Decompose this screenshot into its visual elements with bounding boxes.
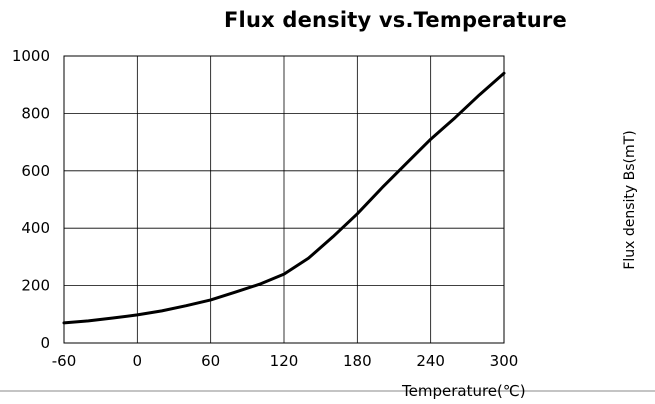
series-line [62,71,506,325]
y-tick-label: 1000 [12,47,50,65]
y-tick-label: 600 [21,162,50,180]
x-tick-label: 120 [270,352,299,370]
x-tick-label: -60 [52,352,77,370]
y-tick-label: 400 [21,219,50,237]
x-tick-label: 300 [490,352,519,370]
chart-title: Flux density vs.Temperature [224,8,567,32]
y-axis-label: Flux density Bs(mT) [622,130,638,270]
x-tick-label: 240 [416,352,445,370]
y-tick-label: 0 [40,334,50,352]
x-axis-label: Temperature(℃) [402,382,526,400]
x-tick-label: 60 [201,352,220,370]
x-tick-label: 0 [133,352,143,370]
x-tick-label: 180 [343,352,372,370]
y-tick-label: 200 [21,277,50,295]
y-tick-label: 800 [21,104,50,122]
